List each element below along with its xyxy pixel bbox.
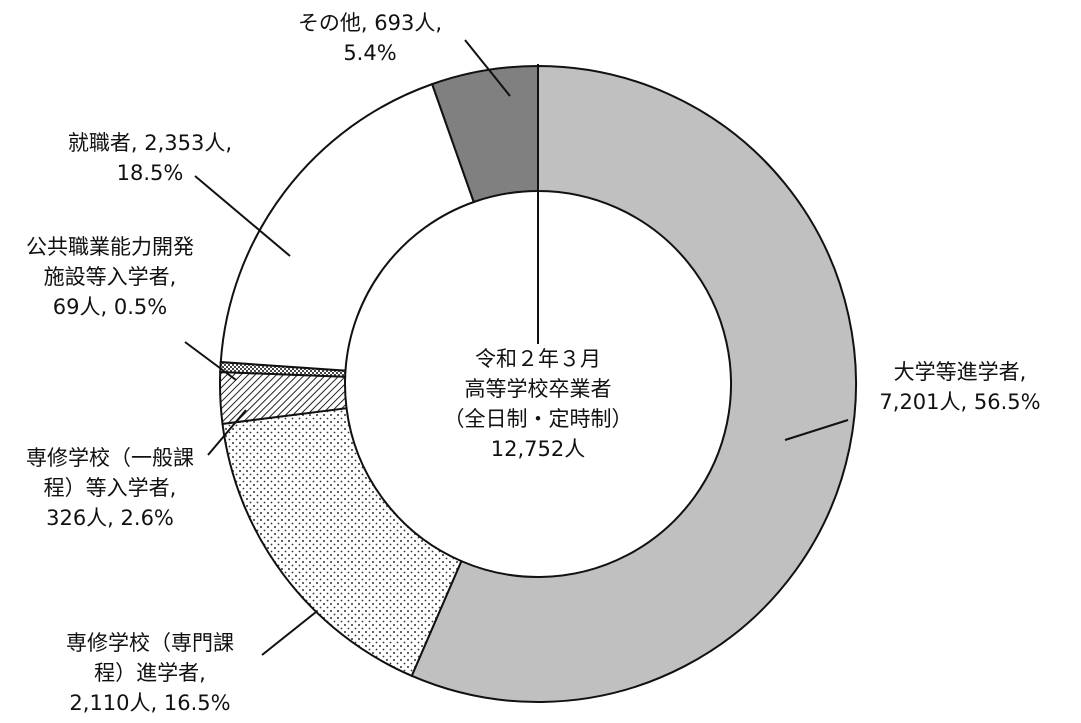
- center-line-3: （全日制・定時制）: [443, 407, 633, 431]
- slice-employment: [219, 82, 476, 372]
- center-label: 令和２年３月 高等学校卒業者 （全日制・定時制） 12,752人: [388, 344, 688, 464]
- center-line-2: 高等学校卒業者: [464, 377, 612, 401]
- label-line: 大学等進学者,: [893, 360, 1027, 384]
- slice-vocational-specialized: [221, 407, 463, 678]
- label-line: 18.5%: [116, 161, 184, 185]
- label-line: 就職者, 2,353人,: [67, 131, 233, 155]
- label-line: 公共職業能力開発: [26, 235, 194, 259]
- label-line: 程）等入学者,: [43, 476, 177, 500]
- label-vocational-specialized: 専修学校（専門課 程）進学者, 2,110人, 16.5%: [30, 628, 270, 718]
- leader-public-training: [184, 341, 237, 381]
- label-other: その他, 693人, 5.4%: [265, 8, 475, 68]
- leader-vocational-general: [207, 409, 247, 456]
- label-line: その他, 693人,: [297, 11, 443, 35]
- slice-university: [410, 64, 857, 703]
- label-line: 5.4%: [343, 41, 397, 65]
- label-line: 2,110人, 16.5%: [69, 691, 231, 715]
- leader-employment: [194, 175, 291, 257]
- label-line: 7,201人, 56.5%: [879, 390, 1041, 414]
- label-vocational-general: 専修学校（一般課 程）等入学者, 326人, 2.6%: [0, 443, 220, 533]
- leader-other: [464, 39, 511, 97]
- label-employment: 就職者, 2,353人, 18.5%: [45, 128, 255, 188]
- leader-vocational-specialized: [261, 611, 317, 656]
- label-line: 程）進学者,: [94, 661, 206, 685]
- label-line: 326人, 2.6%: [46, 506, 174, 530]
- center-line-1: 令和２年３月: [475, 347, 601, 371]
- label-public-training: 公共職業能力開発 施設等入学者, 69人, 0.5%: [0, 232, 220, 322]
- label-line: 69人, 0.5%: [52, 295, 168, 319]
- label-line: 専修学校（専門課: [66, 631, 234, 655]
- label-line: 専修学校（一般課: [26, 446, 194, 470]
- label-university: 大学等進学者, 7,201人, 56.5%: [840, 357, 1080, 417]
- label-line: 施設等入学者,: [43, 265, 177, 289]
- leader-university: [784, 419, 849, 441]
- center-line-4: 12,752人: [490, 437, 586, 461]
